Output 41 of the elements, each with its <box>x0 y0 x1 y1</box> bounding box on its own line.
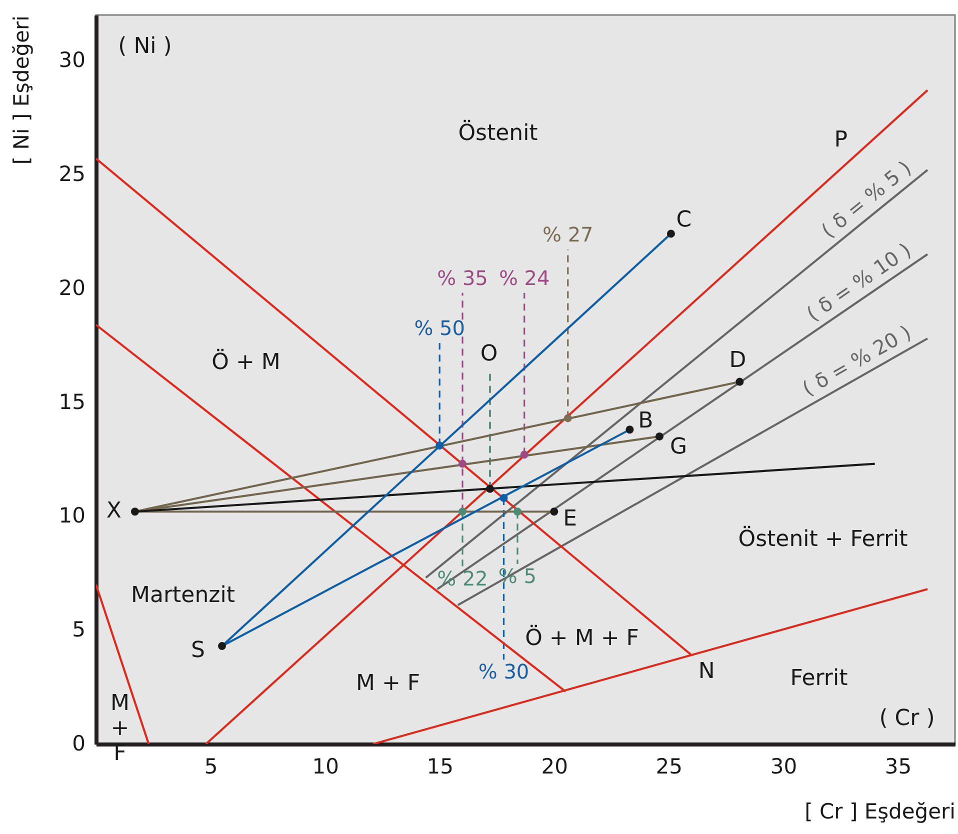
annotation: Ö + M <box>212 348 280 375</box>
x-tick-label: 20 <box>541 754 568 778</box>
annotation: M + F <box>356 671 420 696</box>
series-label: % 24 <box>498 266 550 290</box>
y-tick-label: 15 <box>58 390 86 414</box>
x-tick-label: 10 <box>312 754 339 778</box>
series-label: % 30 <box>478 660 530 684</box>
x-tick-label: 35 <box>884 754 912 778</box>
series-label: % 27 <box>542 222 594 247</box>
y-tick-label: 5 <box>72 618 86 642</box>
y-tick-label: 25 <box>58 162 86 186</box>
y-tick-label: 0 <box>72 732 86 756</box>
annotation: Ö + M + F <box>525 624 639 651</box>
x-tick-label: 25 <box>656 754 683 778</box>
annotation: G <box>670 434 688 460</box>
y-tick-label: 20 <box>58 276 86 300</box>
y-tick-label: 30 <box>58 48 86 72</box>
annotation: Östenit <box>458 119 538 146</box>
annotation: Östenit + Ferrit <box>738 525 908 552</box>
annotation: E <box>563 506 578 532</box>
x-tick-label: 5 <box>204 754 218 778</box>
annotation: M + F <box>110 691 130 766</box>
y-axis-title: [ Ni ] Eşdeğeri <box>10 16 34 165</box>
annotation: B <box>638 408 654 434</box>
x-tick-label: 15 <box>426 754 454 778</box>
series-label: % 50 <box>414 316 466 340</box>
series-label: % 35 <box>437 266 488 290</box>
annotation: ( Cr ) <box>879 706 935 731</box>
annotation: D <box>729 348 746 373</box>
annotation: P <box>834 128 848 153</box>
annotation: N <box>698 659 715 684</box>
annotation: C <box>676 208 692 233</box>
annotation: ( Ni ) <box>118 34 172 59</box>
annotation: Martenzit <box>131 583 236 608</box>
annotation: O <box>480 342 498 367</box>
annotation: X <box>106 498 122 524</box>
annotation: Ferrit <box>790 666 848 691</box>
x-tick-label: 30 <box>770 754 798 778</box>
annotation: S <box>191 638 205 664</box>
x-axis-title: [ Cr ] Eşdeğeri <box>804 800 956 824</box>
y-tick-label: 10 <box>58 504 86 528</box>
